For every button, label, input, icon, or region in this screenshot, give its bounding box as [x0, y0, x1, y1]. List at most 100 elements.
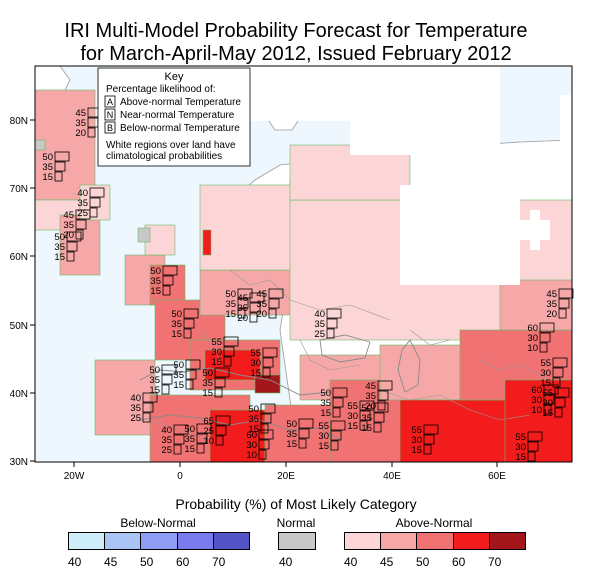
key-box-b — [104, 121, 116, 134]
prob-bar-b — [554, 407, 563, 418]
prob-value-n: 30 — [411, 435, 422, 446]
legend-normal-swatch — [279, 533, 315, 549]
prob-value-b: 15 — [347, 421, 358, 432]
legend-below-swatch — [141, 533, 178, 549]
lat-label: 80N — [10, 116, 28, 127]
legend-below-tick-label: 50 — [140, 555, 154, 569]
prob-bar-a — [173, 424, 189, 435]
shade-normal-north-sea — [137, 227, 151, 243]
coast-med-north — [139, 367, 331, 396]
prob-value-a: 50 — [54, 232, 65, 243]
coastlines — [139, 334, 421, 441]
prob-value-b: 25 — [130, 413, 141, 424]
prob-bar-b — [330, 440, 339, 451]
prob-value-n: 30 — [250, 358, 261, 369]
prob-value-n: 35 — [54, 242, 65, 253]
prob-bar-b — [142, 412, 151, 423]
prob-bar-a — [223, 336, 239, 347]
prob-bar-b — [196, 443, 205, 454]
prob-bar-n — [423, 434, 435, 445]
prob-value-n: 30 — [527, 333, 538, 344]
prob-value-n: 35 — [237, 303, 248, 314]
prob-bar-a — [185, 359, 201, 370]
prob-value-b: 20 — [256, 309, 267, 320]
shade-a70-balkans — [254, 374, 281, 394]
map-frame — [34, 65, 573, 463]
prob-bar-a — [377, 380, 393, 391]
lat-label: 30N — [10, 457, 28, 468]
prob-bar-n — [223, 346, 235, 357]
prob-bar-a — [162, 265, 178, 276]
prob-value-a: 50 — [173, 360, 184, 371]
arctic-patch-2 — [350, 95, 500, 155]
prob-bar-n — [359, 410, 371, 421]
key-box: Key Percentage likelihood of: A Above-no… — [97, 67, 251, 167]
legend-above-tick-label: 50 — [416, 555, 430, 569]
legend-above-swatch — [417, 533, 454, 549]
prob-value-n: 35 — [173, 370, 184, 381]
prob-bar-n — [237, 298, 249, 309]
legend-below-swatch — [177, 533, 214, 549]
legend-below-swatch — [69, 533, 106, 549]
prob-bar-b — [258, 449, 267, 460]
prob-bar-n — [183, 318, 195, 329]
prob-bar-b — [87, 127, 96, 138]
prob-value-a: 45 — [63, 210, 74, 221]
prob-value-n: 30 — [211, 347, 222, 358]
arctic-patch-5 — [530, 210, 540, 250]
prob-value-n: 35 — [365, 391, 376, 402]
prob-bar-a — [142, 392, 158, 403]
lon-label: 40E — [383, 471, 401, 482]
prob-bar-a — [527, 431, 543, 442]
prob-bar-b — [539, 342, 548, 353]
legend-above-swatch — [453, 533, 490, 549]
prob-bar-b — [298, 438, 307, 449]
border-6 — [199, 329, 221, 366]
shade-a60-arabia — [399, 399, 511, 462]
prob-bar-n — [196, 433, 208, 444]
prob-value-b: 25 — [314, 329, 325, 340]
prob-bar-a — [183, 308, 199, 319]
prob-value-b: 20 — [63, 230, 74, 241]
shade-a55-mediterranean — [204, 349, 261, 381]
prob-value-b: 15 — [202, 388, 213, 399]
prob-value-n: 35 — [77, 198, 88, 209]
prob-value-b: 15 — [248, 424, 259, 435]
prob-value-b: 15 — [320, 408, 331, 419]
prob-bar-a — [54, 151, 70, 162]
prob-value-a: 50 — [171, 309, 182, 320]
key-letter-a: A — [107, 97, 113, 107]
map-title-line1: IRI Multi-Model Probability Forecast for… — [64, 20, 528, 42]
shade-a60-norway-strip — [202, 229, 212, 256]
prob-value-a: 50 — [361, 403, 372, 414]
shade-a40-iceland — [79, 184, 111, 221]
prob-value-b: 15 — [250, 368, 261, 379]
prob-value-a: 55 — [540, 358, 551, 369]
prob-bar-a — [214, 367, 230, 378]
prob-value-a: 55 — [542, 388, 553, 399]
prob-bar-n — [260, 413, 272, 424]
legend-below-tick-label: 45 — [104, 555, 118, 569]
prob-bar-n — [214, 377, 226, 388]
lon-label: 20W — [64, 471, 85, 482]
prob-value-a: 55 — [318, 421, 329, 432]
prob-value-n: 35 — [248, 414, 259, 425]
legend-above-bar — [344, 532, 526, 550]
key-title: Key — [165, 71, 184, 83]
